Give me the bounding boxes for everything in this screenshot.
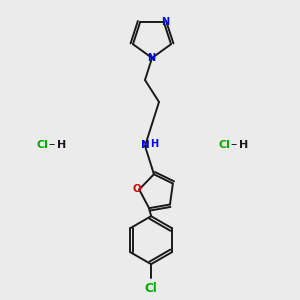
Text: N: N [161, 17, 169, 27]
Text: N: N [141, 140, 149, 150]
Text: –: – [49, 139, 55, 152]
Text: Cl: Cl [145, 282, 158, 295]
Text: H: H [239, 140, 248, 150]
Text: O: O [133, 184, 142, 194]
Text: Cl: Cl [36, 140, 48, 150]
Text: –: – [231, 139, 237, 152]
Text: N: N [147, 53, 155, 63]
Text: Cl: Cl [218, 140, 230, 150]
Text: H: H [57, 140, 66, 150]
Text: H: H [150, 139, 158, 149]
